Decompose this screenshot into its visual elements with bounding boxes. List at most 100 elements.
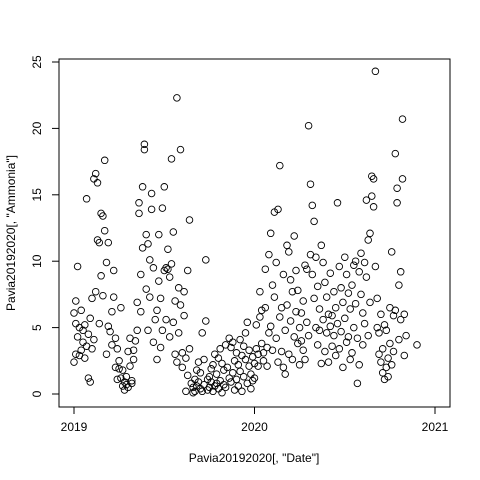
- data-point: [353, 379, 362, 388]
- data-point: [135, 199, 143, 207]
- data-point: [306, 180, 315, 188]
- data-point: [212, 370, 221, 378]
- data-point: [202, 256, 210, 264]
- data-point: [341, 253, 349, 261]
- data-point: [153, 306, 161, 315]
- data-point: [162, 315, 170, 324]
- data-point: [129, 355, 138, 364]
- y-axis: 0 5 10 15 20 25: [30, 55, 60, 397]
- data-point: [346, 305, 354, 313]
- data-point: [81, 354, 89, 362]
- data-point: [239, 372, 248, 381]
- data-point: [173, 358, 181, 366]
- data-point: [274, 358, 282, 366]
- data-point: [254, 362, 262, 370]
- data-point: [285, 350, 293, 358]
- data-point: [303, 265, 311, 273]
- data-point: [230, 386, 239, 394]
- x-tick-label: 2020: [241, 420, 268, 434]
- data-point: [140, 140, 149, 149]
- data-point: [247, 384, 255, 393]
- data-point: [115, 365, 123, 373]
- data-point: [342, 270, 351, 279]
- data-point: [73, 262, 82, 271]
- data-point: [88, 294, 96, 303]
- data-point: [138, 183, 147, 191]
- data-point: [142, 285, 150, 293]
- x-axis-label: Pavia20192020[, "Date"]: [189, 451, 320, 465]
- data-point: [124, 383, 132, 392]
- data-point: [144, 326, 152, 335]
- data-point: [321, 278, 329, 287]
- data-point: [265, 250, 273, 259]
- data-point: [113, 345, 122, 353]
- data-point: [106, 327, 114, 336]
- data-point: [359, 341, 367, 349]
- data-point: [378, 345, 387, 353]
- data-point: [313, 341, 322, 349]
- data-point: [91, 169, 100, 178]
- data-point: [268, 281, 277, 289]
- data-point: [304, 331, 313, 340]
- data-point: [328, 311, 336, 320]
- data-point: [156, 343, 165, 352]
- data-point: [99, 291, 107, 300]
- data-point: [268, 346, 277, 354]
- data-point: [169, 318, 178, 327]
- data-point: [331, 351, 340, 360]
- data-point: [117, 303, 125, 312]
- data-point: [218, 388, 226, 397]
- data-point: [158, 204, 167, 212]
- data-point: [189, 383, 197, 392]
- data-point: [391, 306, 400, 315]
- data-point: [133, 298, 141, 307]
- data-point: [308, 201, 317, 210]
- data-point: [198, 387, 206, 396]
- data-point: [111, 363, 120, 372]
- data-point: [373, 294, 381, 303]
- data-point: [174, 329, 183, 337]
- data-point: [364, 331, 372, 340]
- data-point: [357, 249, 365, 257]
- data-point: [366, 229, 374, 238]
- data-point: [261, 265, 270, 273]
- data-point: [254, 350, 262, 358]
- data-point: [167, 155, 176, 163]
- data-point: [236, 367, 244, 376]
- data-point: [205, 372, 214, 381]
- data-point: [196, 369, 205, 377]
- data-point: [286, 317, 295, 325]
- data-point: [100, 156, 109, 165]
- data-point: [79, 338, 87, 346]
- data-point: [93, 179, 102, 187]
- data-point: [108, 341, 116, 349]
- data-point: [189, 388, 197, 397]
- data-point: [377, 310, 385, 319]
- data-point: [348, 349, 356, 357]
- data-point: [369, 175, 378, 183]
- data-point: [265, 329, 273, 337]
- data-point: [70, 358, 78, 366]
- data-point: [371, 67, 380, 76]
- data-point: [266, 322, 275, 331]
- data-point: [350, 323, 358, 332]
- data-point: [400, 310, 409, 319]
- data-point: [313, 282, 322, 291]
- data-point: [286, 276, 295, 284]
- data-point: [337, 284, 345, 292]
- data-point: [402, 331, 410, 340]
- data-point: [303, 318, 311, 327]
- data-point: [328, 342, 336, 350]
- data-point: [292, 266, 300, 275]
- data-point: [266, 229, 275, 238]
- data-point: [135, 209, 143, 218]
- data-point: [165, 273, 174, 281]
- data-point: [389, 347, 398, 356]
- data-point: [167, 260, 176, 268]
- data-point: [292, 307, 300, 316]
- data-point: [301, 355, 309, 364]
- data-point: [391, 149, 400, 158]
- data-point: [104, 322, 113, 331]
- data-point: [317, 359, 326, 368]
- data-point: [151, 315, 159, 324]
